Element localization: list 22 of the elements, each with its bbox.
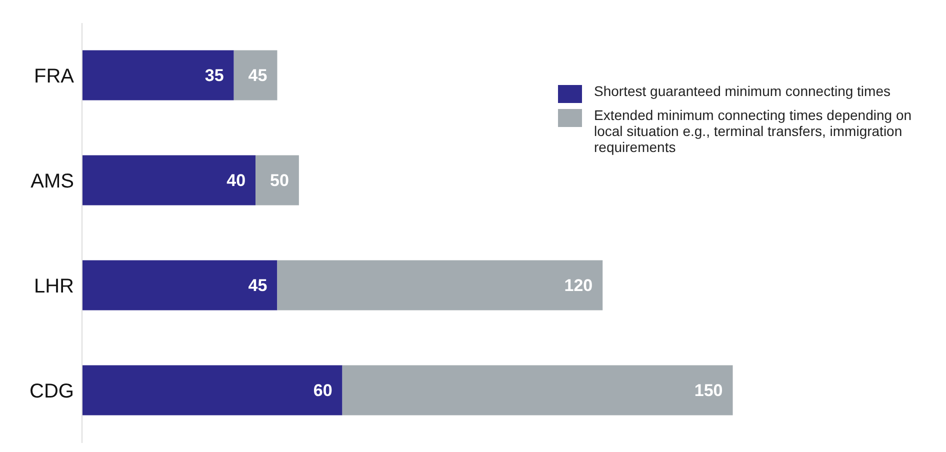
total-label: 120: [564, 276, 593, 295]
data-label: 40: [226, 170, 246, 190]
y-tick-label: AMS: [30, 170, 74, 193]
legend-label: Extended minimum connecting times depending on local situation e.g., terminal transfers, immigration requirements: [594, 107, 913, 155]
bar: [234, 50, 278, 100]
total-label: 50: [270, 170, 289, 190]
data-label: 60: [313, 380, 332, 400]
bar: [82, 50, 234, 100]
y-tick-label: LHR: [34, 276, 74, 298]
y-tick-label: FRA: [34, 66, 75, 88]
total-label: 45: [248, 66, 268, 85]
bar: [277, 260, 603, 310]
bar: [82, 155, 256, 206]
y-tick-label: CDG: [30, 380, 74, 403]
bar: [342, 365, 733, 416]
total-label: 150: [694, 380, 723, 400]
legend-label: Shortest guaranteed minimum connecting times: [594, 83, 890, 99]
data-label: 35: [204, 66, 224, 85]
bar: [82, 365, 342, 416]
bar: [256, 155, 299, 206]
bar: [82, 260, 278, 310]
data-label: 45: [248, 276, 268, 295]
